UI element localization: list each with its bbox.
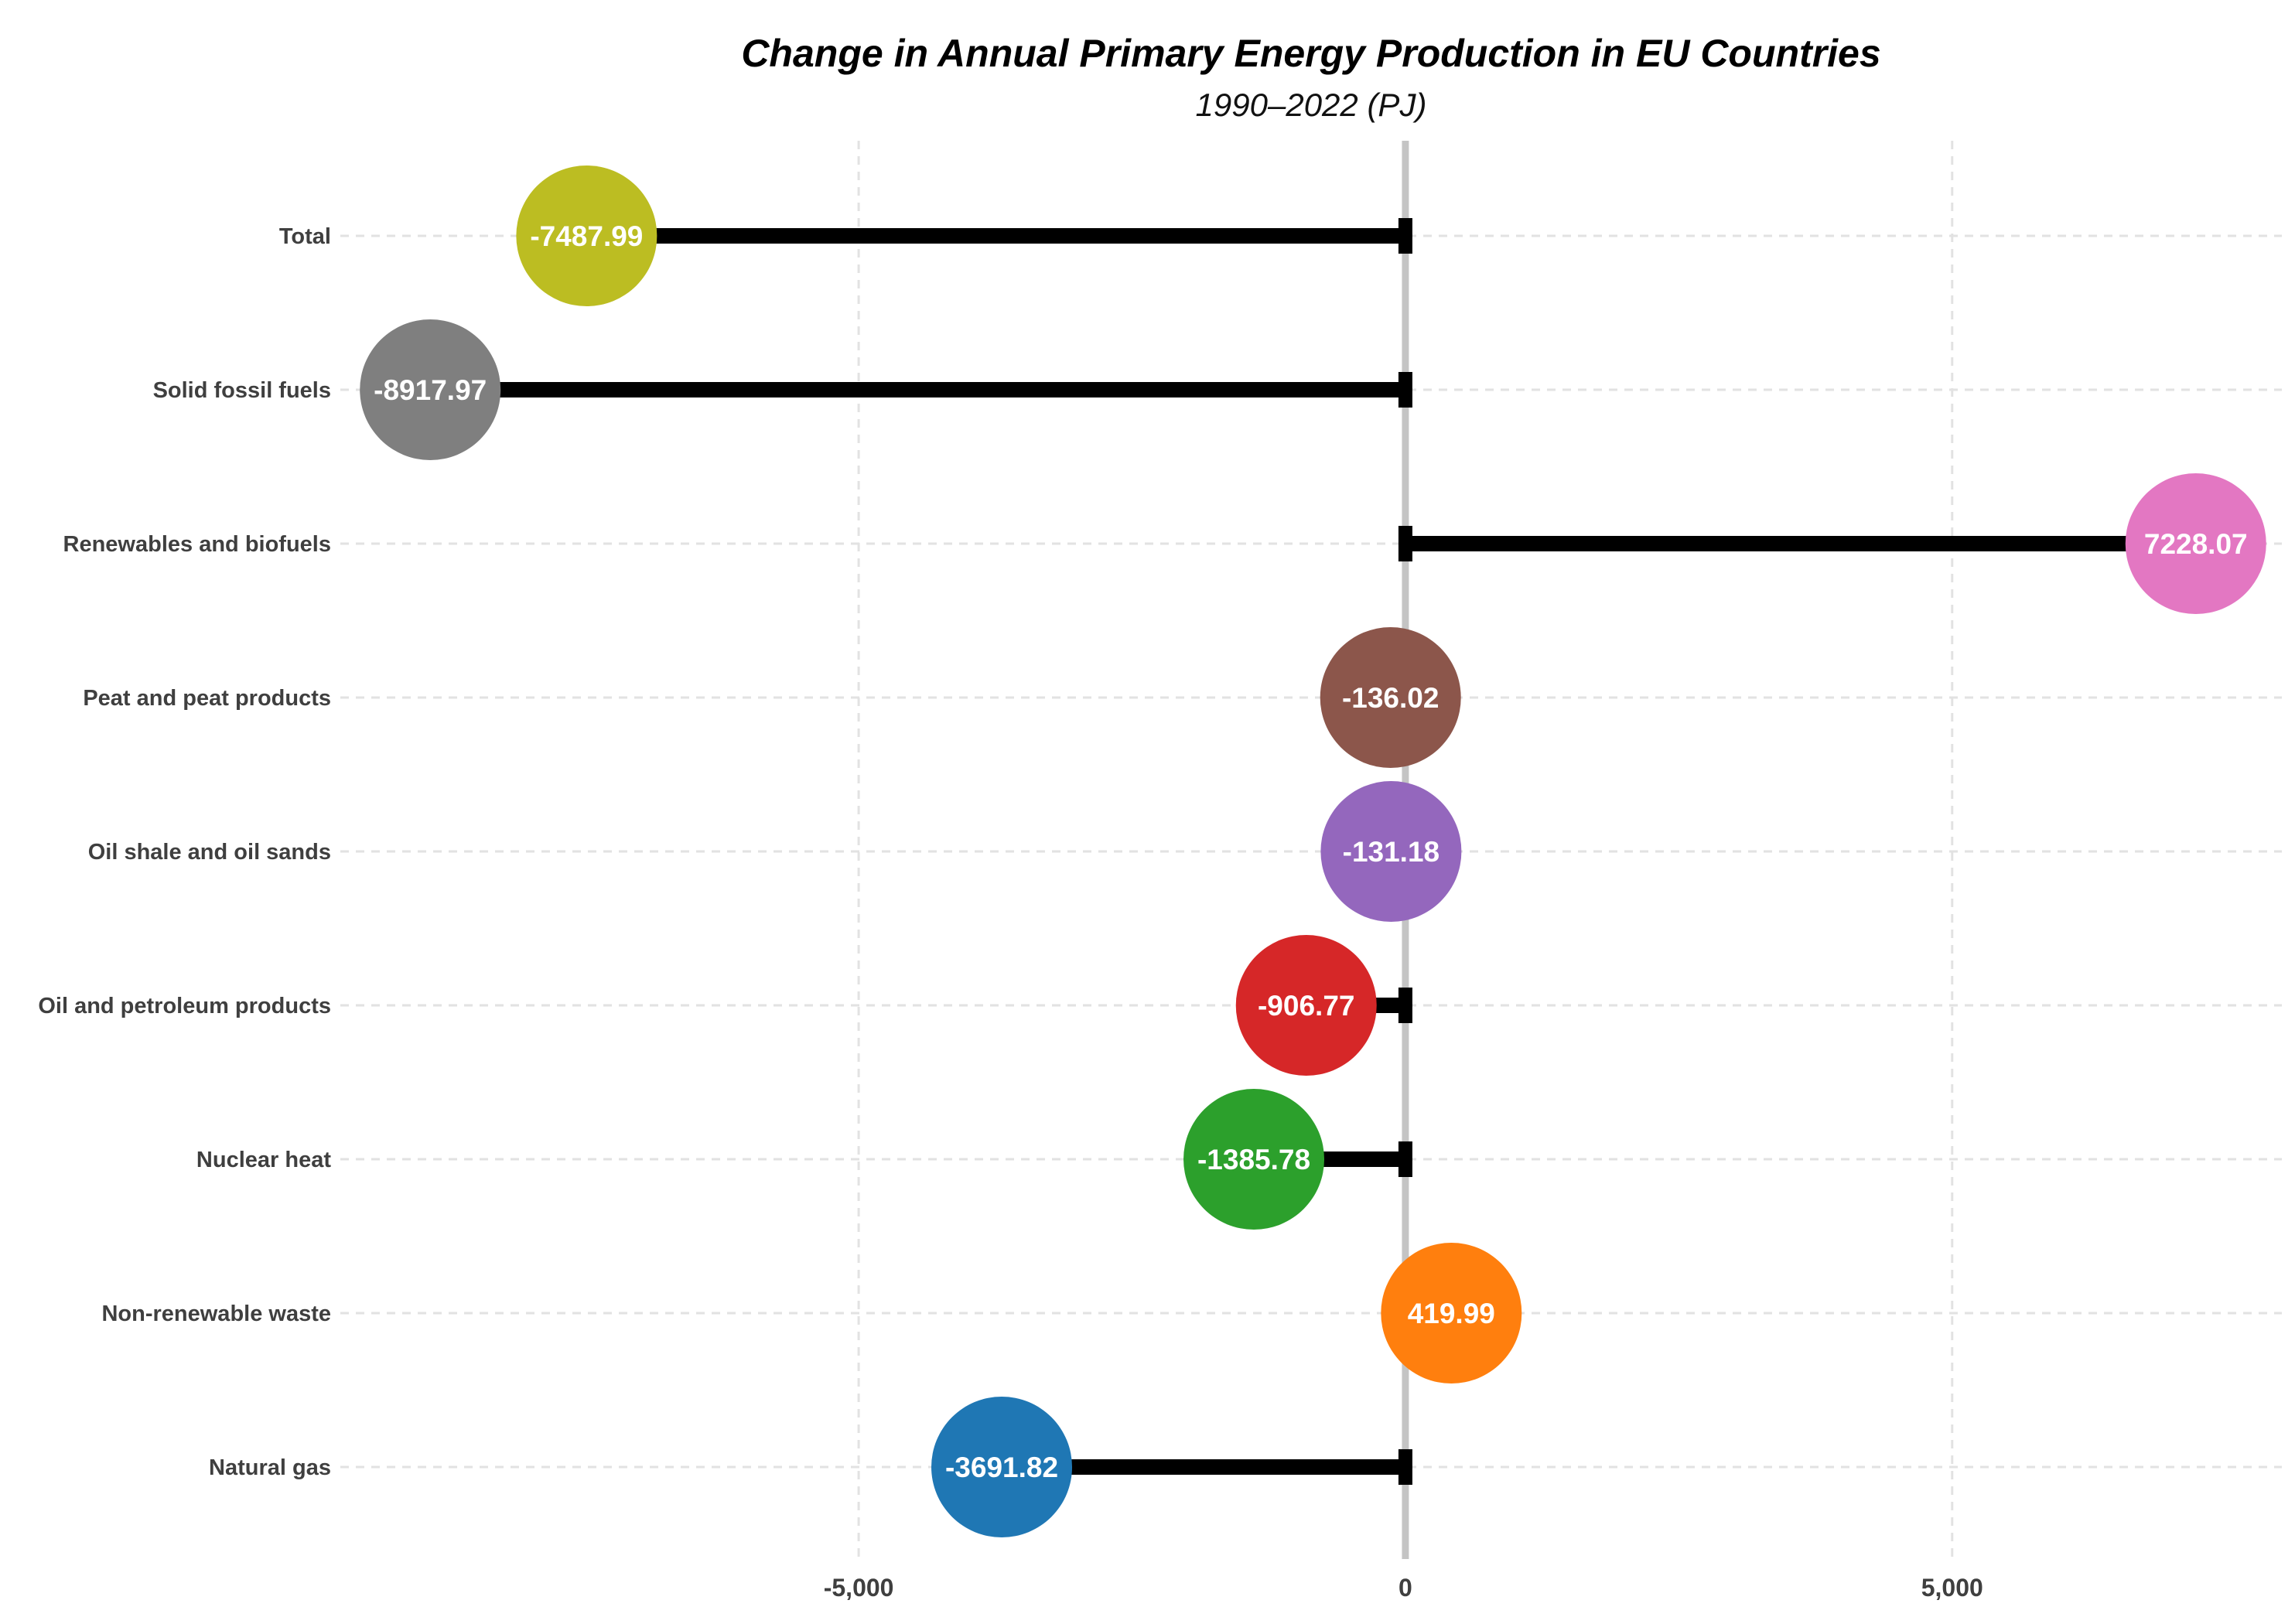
category-label: Oil and petroleum products [38, 994, 331, 1018]
lollipop-circle [931, 1397, 1073, 1537]
value-label: -906.77 [1258, 990, 1355, 1022]
stem-cap [1398, 1449, 1412, 1485]
lollipop-circle [1320, 627, 1461, 768]
category-label: Total [279, 224, 331, 249]
category-label: Nuclear heat [196, 1148, 331, 1172]
lollipop-circle [516, 165, 657, 306]
value-label: -3691.82 [945, 1452, 1058, 1483]
category-label: Non-renewable waste [101, 1302, 331, 1326]
x-tick-label: 5,000 [1921, 1574, 1983, 1602]
stem-cap [1398, 526, 1412, 561]
lollipop-circle [1183, 1089, 1325, 1230]
lollipop-circle [360, 319, 501, 460]
value-label: 7228.07 [2144, 528, 2248, 560]
chart-title: Change in Annual Primary Energy Producti… [741, 32, 1881, 75]
stem-cap [1398, 218, 1412, 254]
lollipop-circle [1235, 935, 1377, 1076]
value-label: 419.99 [1408, 1298, 1495, 1329]
stem-cap [1398, 988, 1412, 1023]
value-label: -131.18 [1343, 836, 1440, 868]
category-label: Renewables and biofuels [63, 532, 331, 557]
value-label: -136.02 [1342, 682, 1439, 714]
lollipop-circle [1381, 1243, 1522, 1383]
stem-cap [1398, 372, 1412, 408]
x-tick-label: -5,000 [824, 1574, 894, 1602]
category-label: Natural gas [209, 1455, 331, 1480]
value-label: -1385.78 [1197, 1144, 1310, 1175]
x-tick-label: 0 [1399, 1574, 1412, 1602]
value-label: -7487.99 [530, 220, 643, 252]
category-label: Solid fossil fuels [153, 378, 331, 403]
category-label: Oil shale and oil sands [88, 840, 331, 865]
stem-cap [1398, 1141, 1412, 1177]
category-label: Peat and peat products [83, 686, 331, 711]
lollipop-circle [2125, 473, 2266, 614]
value-label: -8917.97 [374, 374, 487, 406]
chart-subtitle: 1990–2022 (PJ) [1195, 87, 1427, 123]
lollipop-circle [1320, 781, 1462, 922]
